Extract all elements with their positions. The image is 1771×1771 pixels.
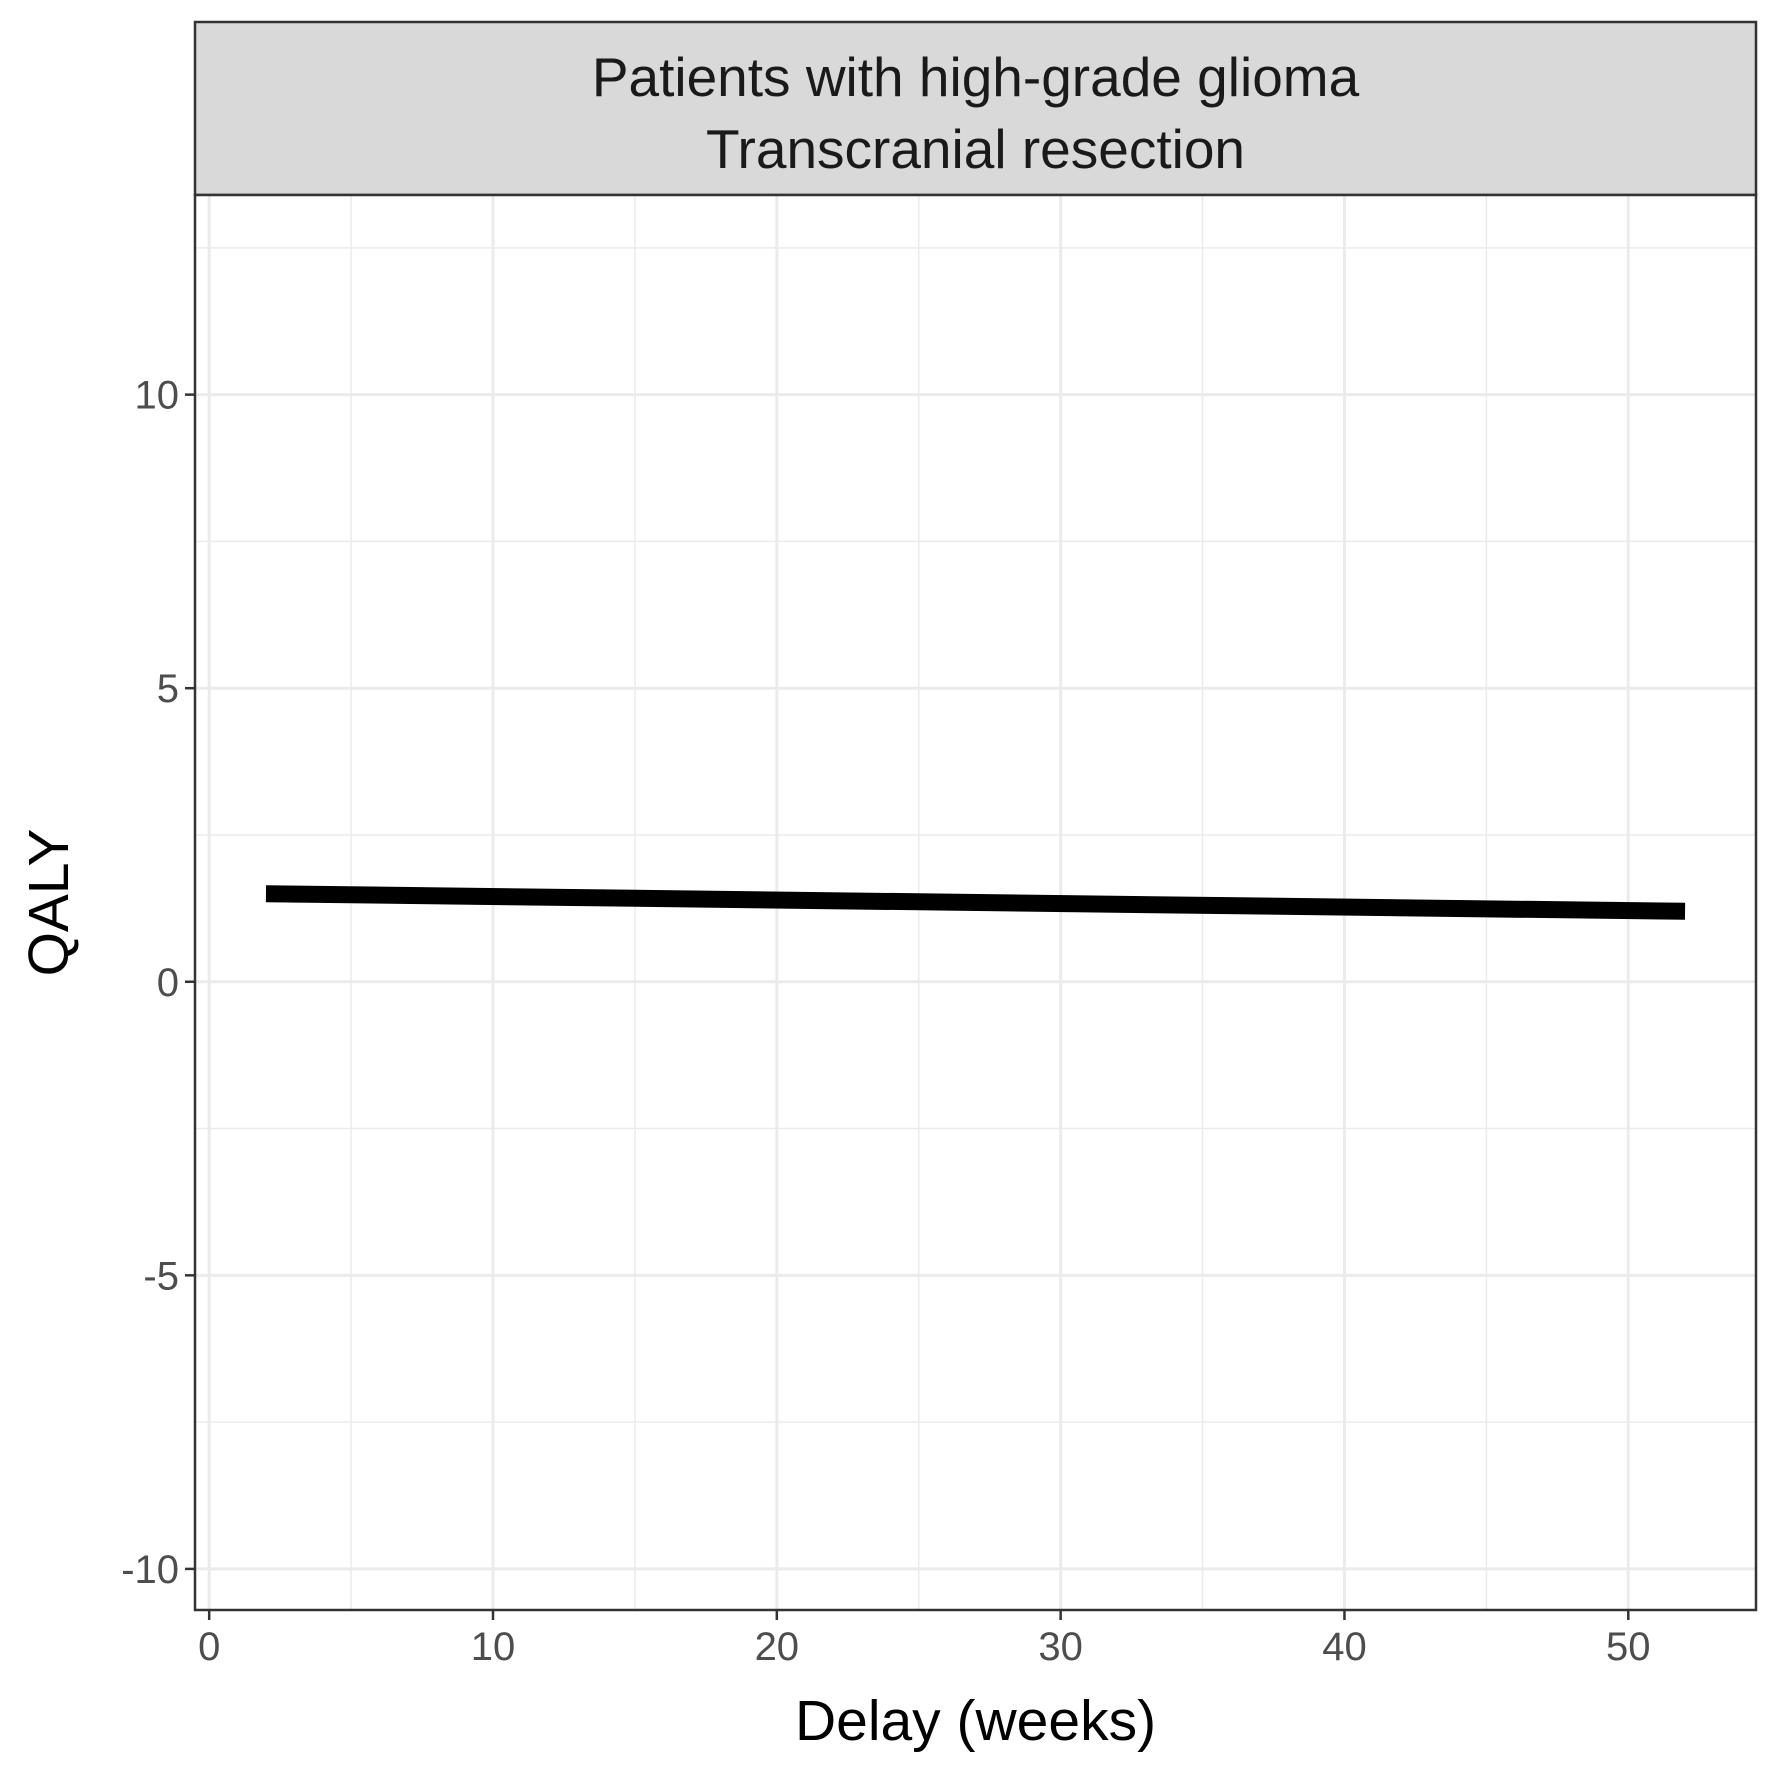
x-tick-label: 50 <box>1606 1625 1651 1669</box>
y-axis: -10 -5 0 5 10 <box>121 374 195 1592</box>
x-axis-title: Delay (weeks) <box>795 1689 1156 1753</box>
chart-subtitle: Transcranial resection <box>706 118 1245 180</box>
y-tick-label: 10 <box>135 374 180 418</box>
chart-title: Patients with high-grade glioma <box>592 46 1360 108</box>
x-tick-label: 10 <box>471 1625 516 1669</box>
y-tick-label: 0 <box>157 961 179 1005</box>
y-axis-title: QALY <box>17 829 81 977</box>
x-tick-label: 40 <box>1322 1625 1367 1669</box>
y-tick-label: -10 <box>121 1548 179 1592</box>
x-tick-label: 30 <box>1038 1625 1083 1669</box>
x-axis: 0 10 20 30 40 50 <box>198 1610 1651 1669</box>
panel-border <box>193 193 1758 1612</box>
series-layer <box>265 885 1686 920</box>
series-line <box>265 885 1686 920</box>
y-tick-label: 5 <box>157 667 179 711</box>
x-tick-label: 0 <box>198 1625 220 1669</box>
x-tick-label: 20 <box>755 1625 800 1669</box>
strip-background <box>193 20 1758 197</box>
y-tick-label: -5 <box>143 1254 179 1298</box>
